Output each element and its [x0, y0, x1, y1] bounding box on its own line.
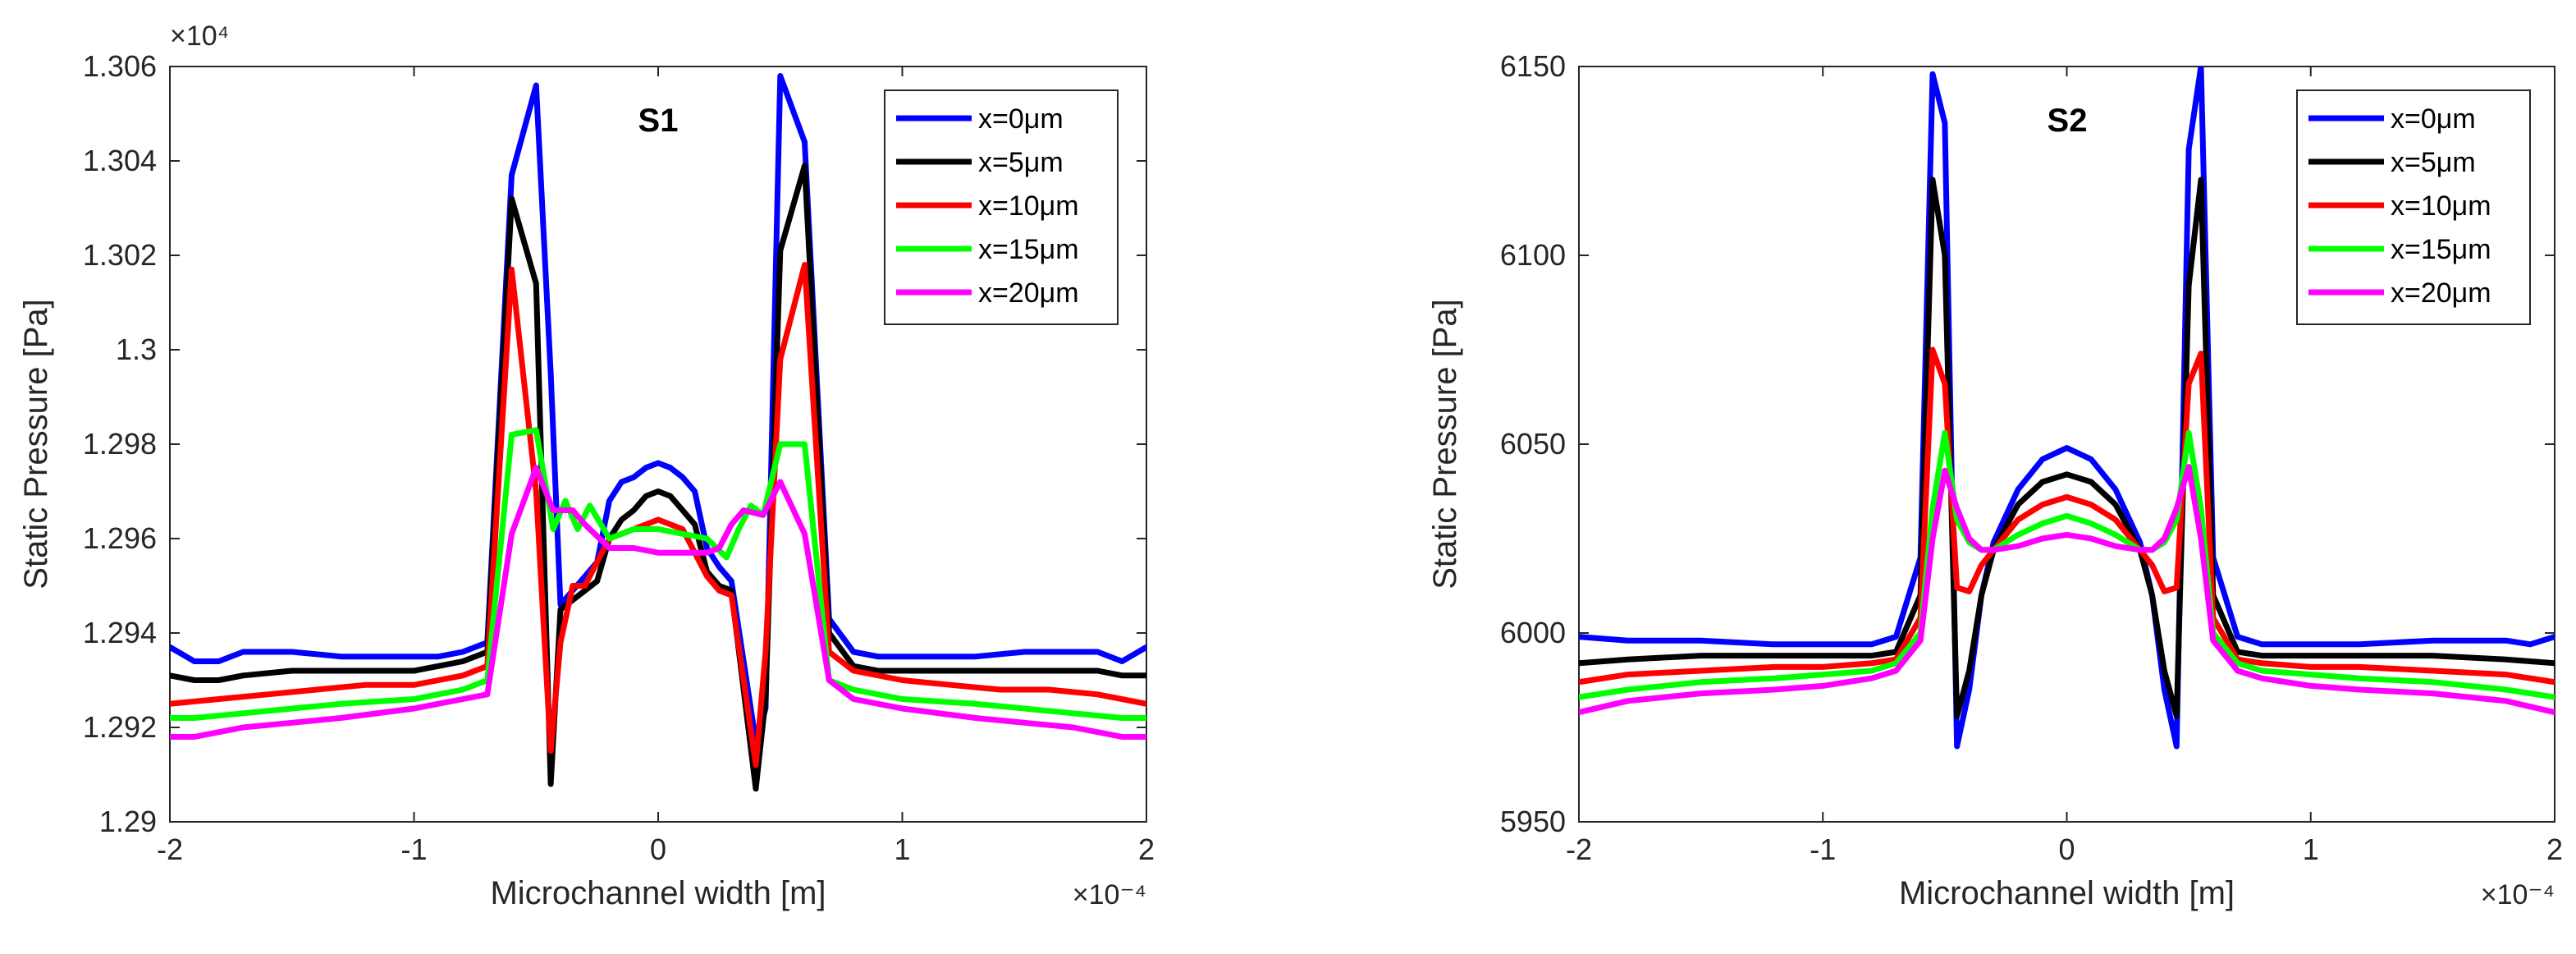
series-line-x=5μm	[170, 163, 1146, 792]
x-tick-label: -2	[1566, 832, 1592, 866]
series-line-x=15μm	[1579, 429, 2555, 700]
series-line-x=0μm	[170, 73, 1146, 745]
legend-label: x=5μm	[2391, 147, 2476, 178]
y-tick-label: 6050	[1500, 427, 1566, 461]
x-tick-label: 1	[894, 832, 910, 866]
x-tick-label: 0	[2058, 832, 2075, 866]
y-tick-label: 1.298	[83, 427, 157, 461]
legend-label: x=10μm	[978, 190, 1079, 222]
legend-label: x=20μm	[978, 277, 1079, 309]
legend-label: x=0μm	[978, 103, 1064, 135]
x-tick-label: 0	[650, 832, 666, 866]
legend-label: x=15μm	[2391, 234, 2491, 265]
x-tick-label: -1	[1810, 832, 1836, 866]
series-line-x=20μm	[170, 465, 1146, 740]
series-group	[170, 73, 1146, 792]
x-tick-label: 2	[2546, 832, 2563, 866]
chart-title: S2	[2048, 103, 2088, 139]
x-tick-label: 1	[2303, 832, 2319, 866]
y-axis-label: Static Pressure [Pa]	[18, 299, 54, 589]
series-line-x=10μm	[1579, 346, 2555, 686]
legend-label: x=0μm	[2391, 103, 2476, 135]
x-exponent-label: ×10⁻⁴	[2481, 879, 2555, 910]
x-axis-label: Microchannel width [m]	[490, 875, 826, 911]
y-tick-label: 6100	[1500, 238, 1566, 272]
y-tick-label: 1.294	[83, 616, 157, 649]
series-line-x=10μm	[170, 262, 1146, 768]
x-tick-label: -1	[400, 832, 427, 866]
y-tick-label: 6000	[1500, 616, 1566, 649]
legend-label: x=10μm	[2391, 190, 2491, 222]
y-tick-label: 1.304	[83, 144, 157, 177]
x-axis-label: Microchannel width [m]	[1899, 875, 2235, 911]
series-line-x=20μm	[1579, 464, 2555, 716]
series-line-x=15μm	[170, 427, 1146, 721]
series-group	[1579, 67, 2555, 750]
legend-label: x=15μm	[978, 234, 1079, 265]
chart-title: S1	[638, 103, 679, 139]
y-tick-label: 1.29	[99, 805, 157, 838]
series-line-x=0μm	[1579, 67, 2555, 750]
x-exponent-label: ×10⁻⁴	[1073, 879, 1146, 910]
y-axis-label: Static Pressure [Pa]	[1427, 299, 1463, 589]
legend-label: x=5μm	[978, 147, 1064, 178]
y-tick-label: 1.306	[83, 49, 157, 83]
series-line-x=5μm	[1579, 177, 2555, 719]
y-tick-label: 1.302	[83, 238, 157, 272]
x-tick-label: 2	[1138, 832, 1155, 866]
y-tick-label: 1.3	[116, 333, 157, 366]
y-exponent-label: ×10⁴	[170, 21, 229, 52]
chart-s2: -2 -1 0 1 2 5950 6000 6050 6100 6150 ×10⁻⁴ Microcha…	[1427, 49, 2563, 911]
y-tick-label: 5950	[1500, 805, 1566, 838]
y-tick-label: 1.292	[83, 710, 157, 744]
chart-s1: -2 -1 0 1 2 1.29 1.292 1.294 1.296 1.298 1.3 1.302 1…	[18, 21, 1155, 911]
y-tick-label: 1.296	[83, 521, 157, 555]
x-tick-label: -2	[157, 832, 183, 866]
y-tick-label: 6150	[1500, 49, 1566, 83]
legend-label: x=20μm	[2391, 277, 2491, 309]
